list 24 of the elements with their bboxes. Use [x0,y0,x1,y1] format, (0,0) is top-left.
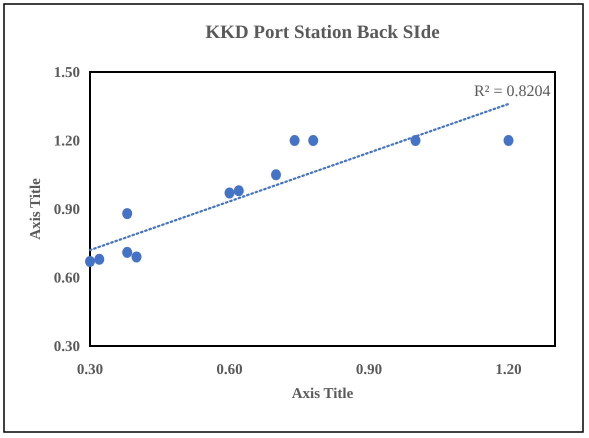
y-tick-label: 0.30 [54,339,80,355]
x-axis-title: Axis Title [292,386,354,402]
point [224,188,234,199]
point [504,135,514,146]
point [85,256,95,268]
point [122,208,132,220]
point [94,254,104,265]
x-tick-label: 0.90 [356,362,382,378]
y-tick-label: 1.50 [54,65,80,81]
y-tick-label: 1.20 [54,134,80,150]
chart-title: KKD Port Station Back SIde [205,22,440,43]
y-tick-label: 0.60 [54,270,80,286]
x-tick-label: 0.60 [216,362,243,378]
point [308,135,318,146]
point [234,185,244,196]
annotation: R² = 0.8204 [474,82,550,100]
point [122,246,132,258]
y-axis-title: Axis Title [28,178,44,240]
point [271,169,281,180]
x-tick-label: 0.30 [76,362,104,378]
point [290,135,300,146]
x-tick-label: 1.20 [495,362,522,378]
point [132,251,142,262]
y-tick-label: 0.90 [54,202,80,218]
